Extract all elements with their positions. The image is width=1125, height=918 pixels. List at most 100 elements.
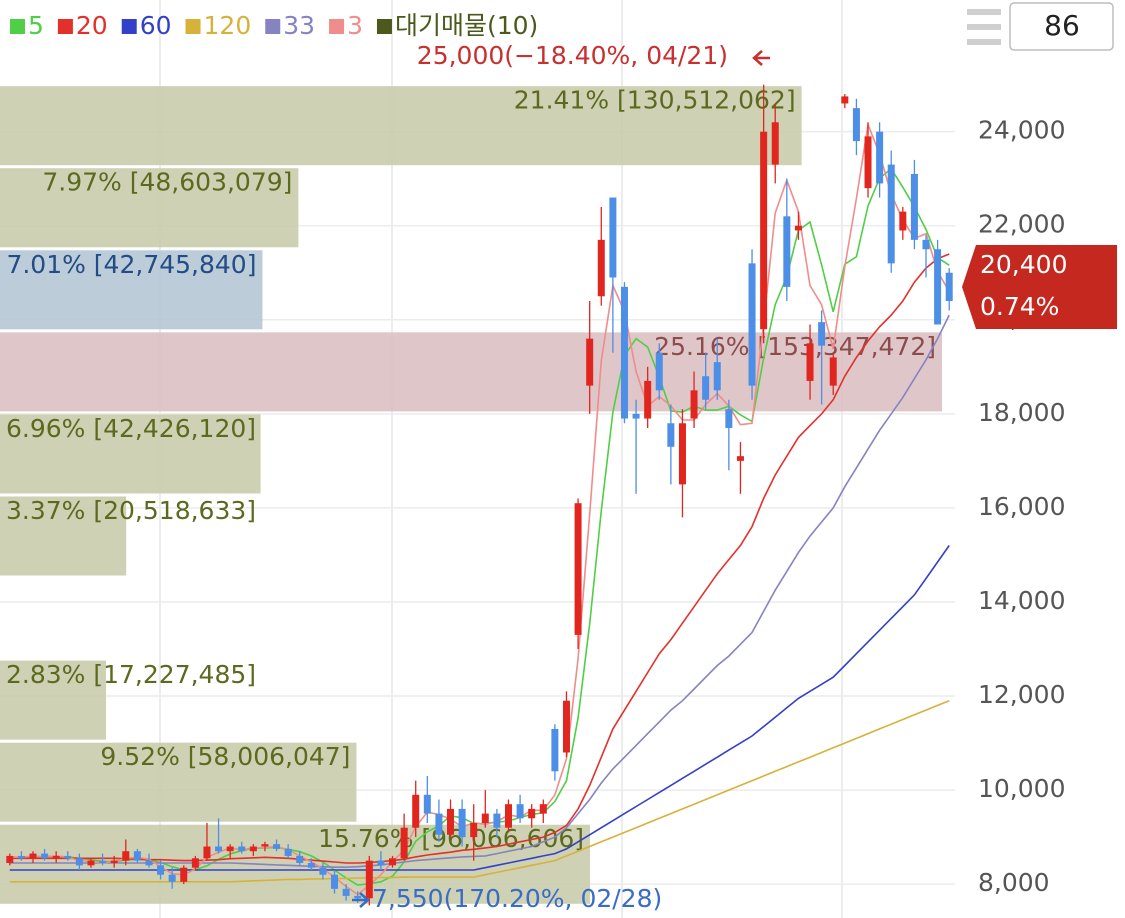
candle-body: [319, 867, 327, 875]
candle-body: [493, 813, 501, 828]
volume-band: [0, 250, 263, 330]
candle-body: [435, 813, 443, 835]
candle-body: [423, 794, 431, 814]
y-tick-label: 12,000: [978, 680, 1065, 709]
y-tick-label: 10,000: [978, 774, 1065, 803]
legend-swatch: [10, 19, 25, 34]
menu-bar: [967, 9, 1001, 15]
candle-body: [609, 197, 617, 278]
candle-body: [365, 860, 373, 899]
legend-swatch: [329, 19, 345, 34]
volume-band: [0, 414, 261, 494]
last-price-tag: 20,400 0.74%: [962, 244, 1117, 329]
candle-body: [516, 804, 524, 819]
volume-band-label: 6.96% [42,426,120]: [6, 414, 256, 443]
high-annotation: 25,000(−18.40%, 04/21): [417, 41, 728, 70]
volume-band: [0, 742, 357, 822]
candle-body: [655, 352, 663, 391]
candle-body: [470, 823, 478, 838]
candle-body: [458, 808, 466, 838]
candle-body: [678, 423, 686, 485]
legend-label: 5: [28, 11, 44, 40]
legend-swatch: [121, 19, 137, 34]
y-tick-label: 24,000: [978, 116, 1065, 145]
legend-label: 3: [347, 11, 363, 40]
candle-body: [551, 728, 559, 772]
candle-body: [307, 862, 315, 868]
candle-body: [29, 853, 37, 859]
candle-body: [783, 216, 791, 287]
candle-body: [331, 874, 339, 889]
candle-body: [539, 804, 547, 814]
candle-body: [249, 846, 257, 852]
candle-body: [203, 846, 211, 859]
candle-body: [620, 286, 628, 419]
candle-body: [586, 338, 594, 386]
candle-body: [273, 844, 281, 849]
candle-body: [504, 804, 512, 828]
menu-bar: [967, 24, 1001, 30]
candle-body: [574, 503, 582, 635]
legend-swatch: [57, 19, 73, 34]
candle-body: [910, 174, 918, 240]
volume-band-label: 3.37% [20,518,633]: [6, 496, 256, 525]
y-tick-label: 14,000: [978, 586, 1065, 615]
candle-body: [296, 855, 304, 863]
legend-swatch: [185, 19, 201, 34]
candle-body: [736, 456, 744, 461]
low-annotation: 7,550(170.20%, 02/28): [372, 884, 662, 913]
menu-icon[interactable]: [967, 9, 1001, 45]
candle-body: [702, 376, 710, 400]
candle-body: [771, 122, 779, 165]
count-box[interactable]: [1009, 2, 1114, 51]
ma-line: [9, 121, 950, 896]
candle-body: [75, 858, 83, 866]
legend-swatch: [265, 19, 281, 34]
candle-body: [667, 423, 675, 447]
candle-body: [887, 164, 895, 264]
candle-body: [284, 848, 292, 856]
volume-band-label: 2.83% [17,227,485]: [6, 660, 256, 689]
y-tick-label: 16,000: [978, 492, 1065, 521]
candle-body: [389, 858, 397, 866]
candle-body: [447, 808, 455, 835]
candle-body: [876, 131, 884, 184]
volume-band: [0, 496, 127, 576]
candle-body: [760, 131, 768, 330]
candle-body: [261, 844, 269, 847]
candle-body: [6, 855, 14, 863]
legend-label: 대기매물(10): [395, 11, 538, 40]
candle-body: [945, 272, 953, 301]
candle-body: [934, 249, 942, 325]
candle-body: [829, 357, 837, 386]
candle-body: [632, 413, 640, 419]
candle-body: [748, 263, 756, 386]
candle-body: [377, 860, 385, 866]
candle-body: [342, 888, 350, 896]
volume-band: [0, 86, 802, 166]
legend-label: 33: [283, 11, 315, 40]
volume-band-label: 9.52% [58,006,047]: [100, 742, 350, 771]
candle-body: [562, 700, 570, 753]
candle-body: [690, 390, 698, 419]
candle-body: [841, 96, 849, 104]
candle-body: [87, 860, 95, 866]
menu-bar: [967, 39, 1001, 45]
candle-body: [168, 874, 176, 882]
candle-body: [481, 813, 489, 824]
volume-band: [0, 332, 942, 412]
candle-body: [806, 343, 814, 381]
ma-line: [9, 699, 950, 883]
volume-profile: 15.76% [96,066,606]9.52% [58,006,047]2.8…: [0, 86, 942, 904]
y-tick-label: 22,000: [978, 210, 1065, 239]
volume-band-label: 7.01% [42,745,840]: [6, 250, 256, 279]
legend-swatch: [376, 19, 392, 34]
candle-body: [99, 860, 107, 863]
legend-label: 120: [204, 11, 252, 40]
candle-body: [180, 867, 188, 882]
y-axis: 8,00010,00012,00014,00016,00018,00020,00…: [978, 116, 1065, 897]
candle-body: [725, 409, 733, 428]
volume-band: [0, 168, 299, 248]
candle-body: [713, 362, 721, 391]
